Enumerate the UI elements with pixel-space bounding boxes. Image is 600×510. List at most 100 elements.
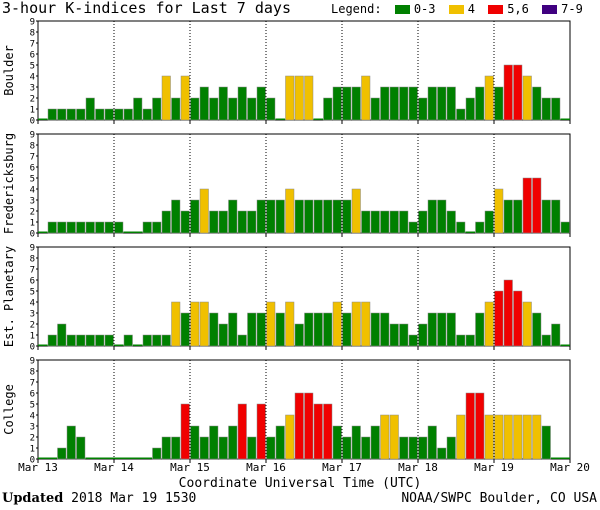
x-tick-label: Mar 15 [170,461,210,474]
bar-est-planetary [418,323,428,347]
bar-college [484,414,494,460]
bar-college [256,403,266,460]
bar-est-planetary [332,301,342,347]
bar-est-planetary [503,279,513,347]
legend-swatch-active [448,5,464,14]
bar-college [503,414,513,460]
bar-college [418,436,428,460]
bar-fredericksburg [266,199,276,234]
y-tick-label: 9 [30,357,35,367]
y-tick-label: 6 [30,390,35,400]
bar-college [313,403,323,460]
y-tick-label: 6 [30,277,35,287]
bar-est-planetary [380,312,390,347]
bar-est-planetary [532,312,542,347]
bar-college [85,457,95,459]
y-tick-label: 7 [30,40,35,50]
bar-college [494,414,504,460]
bar-boulder [541,97,551,121]
bar-boulder [66,108,76,121]
panel-title-boulder: Boulder [2,45,16,96]
bar-est-planetary [475,312,485,347]
bar-fredericksburg [560,221,570,234]
panel-frame-boulder [37,20,571,121]
panel-frame-fredericksburg [37,133,571,234]
bar-fredericksburg [389,210,399,234]
bar-college [465,392,475,460]
bar-est-planetary [95,334,105,347]
bar-college [228,425,238,460]
bar-fredericksburg [76,221,86,234]
bar-fredericksburg [551,199,561,234]
bar-college [76,436,86,460]
bar-est-planetary [494,290,504,347]
bar-college [133,457,143,459]
bar-est-planetary [66,334,76,347]
bar-est-planetary [361,301,371,347]
bar-est-planetary [104,334,114,347]
legend-swatch-storm [488,5,504,14]
bar-college [323,403,333,460]
bar-est-planetary [152,334,162,347]
bar-est-planetary [513,290,523,347]
bar-college [275,425,285,460]
bar-fredericksburg [256,199,266,234]
bar-boulder [551,97,561,121]
bar-fredericksburg [95,221,105,234]
bar-boulder [218,86,228,121]
bar-college [161,436,171,460]
bar-fredericksburg [313,199,323,234]
bar-est-planetary [560,344,570,346]
y-tick-label: 9 [30,244,35,254]
bar-fredericksburg [104,221,114,234]
bar-est-planetary [76,334,86,347]
bar-boulder [38,118,48,120]
x-tick-label: Mar 16 [246,461,286,474]
bar-fredericksburg [494,188,504,234]
bar-fredericksburg [418,210,428,234]
legend-label: Legend: [331,2,382,16]
y-tick-label: 3 [30,84,35,94]
x-tick-label: Mar 17 [322,461,362,474]
bar-college [361,436,371,460]
y-tick-label: 0 [30,117,35,127]
x-tick-label: Mar 13 [18,461,58,474]
bar-fredericksburg [342,199,352,234]
bar-boulder [76,108,86,121]
bar-fredericksburg [522,177,532,234]
bar-college [437,447,447,460]
bar-college [66,425,76,460]
bar-college [266,436,276,460]
bar-college [389,414,399,460]
y-tick-label: 8 [30,142,35,152]
bar-college [370,425,380,460]
bar-boulder [418,97,428,121]
bar-college [180,403,190,460]
bar-college [285,414,295,460]
x-tick-label: Mar 19 [474,461,514,474]
bar-college [446,436,456,460]
bar-est-planetary [389,323,399,347]
bar-fredericksburg [456,221,466,234]
bar-boulder [475,86,485,121]
bar-boulder [370,97,380,121]
bar-boulder [513,64,523,121]
bar-fredericksburg [370,210,380,234]
y-tick-label: 0 [30,343,35,353]
bar-college [47,457,57,459]
bar-boulder [560,118,570,120]
bar-boulder [446,86,456,121]
bar-est-planetary [133,344,143,346]
bar-fredericksburg [85,221,95,234]
legend-text-severe: 7-9 [561,2,583,16]
bar-fredericksburg [190,199,200,234]
updated-label: Updated [2,491,64,506]
bar-boulder [95,108,105,121]
y-tick-label: 7 [30,266,35,276]
y-tick-label: 3 [30,423,35,433]
y-tick-label: 9 [30,18,35,28]
y-tick-label: 4 [30,299,35,309]
bar-boulder [332,86,342,121]
bar-boulder [351,86,361,121]
bar-college [237,403,247,460]
